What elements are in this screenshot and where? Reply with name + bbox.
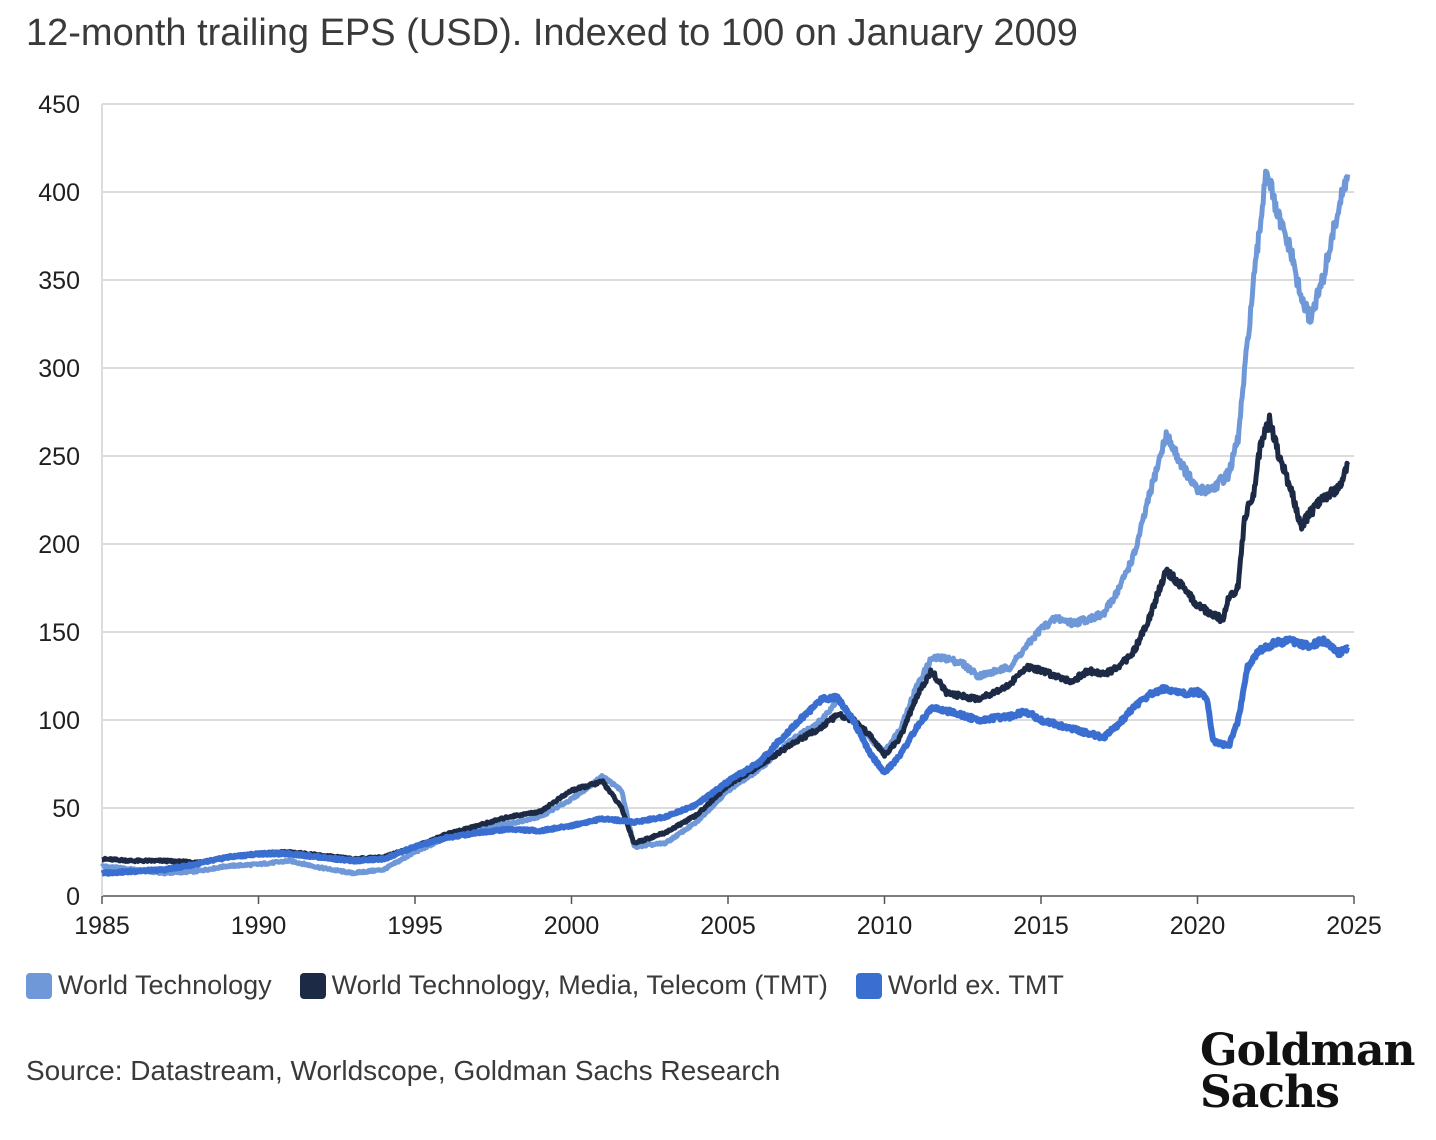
legend-item-world-technology: World Technology <box>26 970 272 1001</box>
legend-swatch-world-tmt <box>299 972 326 999</box>
x-tick-label: 1995 <box>387 912 443 940</box>
x-axis: 1985 1990 1995 2000 2005 2010 2015 2020 2025 <box>74 896 1382 940</box>
y-tick-label: 400 <box>38 179 80 207</box>
x-tick-label: 1985 <box>74 912 130 940</box>
y-tick-label: 350 <box>38 267 80 295</box>
x-tick-label: 1990 <box>231 912 287 940</box>
legend-label-world-tmt: World Technology, Media, Telecom (TMT) <box>331 970 828 1000</box>
y-tick-label: 50 <box>52 795 80 823</box>
legend-label-world-technology: World Technology <box>58 970 272 1000</box>
x-tick-label: 2010 <box>857 912 913 940</box>
logo-line-2: Sachs <box>1200 1067 1340 1118</box>
x-tick-label: 2020 <box>1170 912 1226 940</box>
y-axis: 0 50 100 150 200 250 300 350 400 450 <box>38 91 80 911</box>
x-tick-label: 2005 <box>700 912 756 940</box>
goldman-sachs-logo: Goldman Sachs <box>1200 1025 1415 1118</box>
y-tick-label: 150 <box>38 619 80 647</box>
legend-swatch-world-ex-tmt <box>855 972 882 999</box>
legend-item-world-tmt: World Technology, Media, Telecom (TMT) <box>299 970 828 1001</box>
y-tick-label: 100 <box>38 707 80 735</box>
x-tick-label: 2025 <box>1326 912 1382 940</box>
series-line-world-ex-tmt <box>99 635 1350 877</box>
series-group <box>99 168 1351 877</box>
line-chart: 0 50 100 150 200 250 300 350 400 450 1985 1990 1995… <box>38 91 1382 940</box>
grid-lines <box>101 103 1354 897</box>
y-tick-label: 450 <box>38 91 80 119</box>
x-tick-label: 2000 <box>544 912 600 940</box>
y-tick-label: 200 <box>38 531 80 559</box>
x-tick-label: 2015 <box>1013 912 1069 940</box>
y-tick-label: 300 <box>38 355 80 383</box>
chart-title: 12-month trailing EPS (USD). Indexed to … <box>26 12 1078 54</box>
legend-item-world-ex-tmt: World ex. TMT <box>855 970 1064 1001</box>
source-note: Source: Datastream, Worldscope, Goldman … <box>26 1055 781 1086</box>
logo-line-1: Goldman <box>1200 1025 1415 1076</box>
legend: World Technology World Technology, Media… <box>26 970 1064 1001</box>
legend-label-world-ex-tmt: World ex. TMT <box>887 970 1064 1000</box>
legend-swatch-world-technology <box>26 972 52 999</box>
y-tick-label: 0 <box>66 883 80 911</box>
series-line-world-technology <box>100 168 1351 877</box>
y-tick-label: 250 <box>38 443 80 471</box>
